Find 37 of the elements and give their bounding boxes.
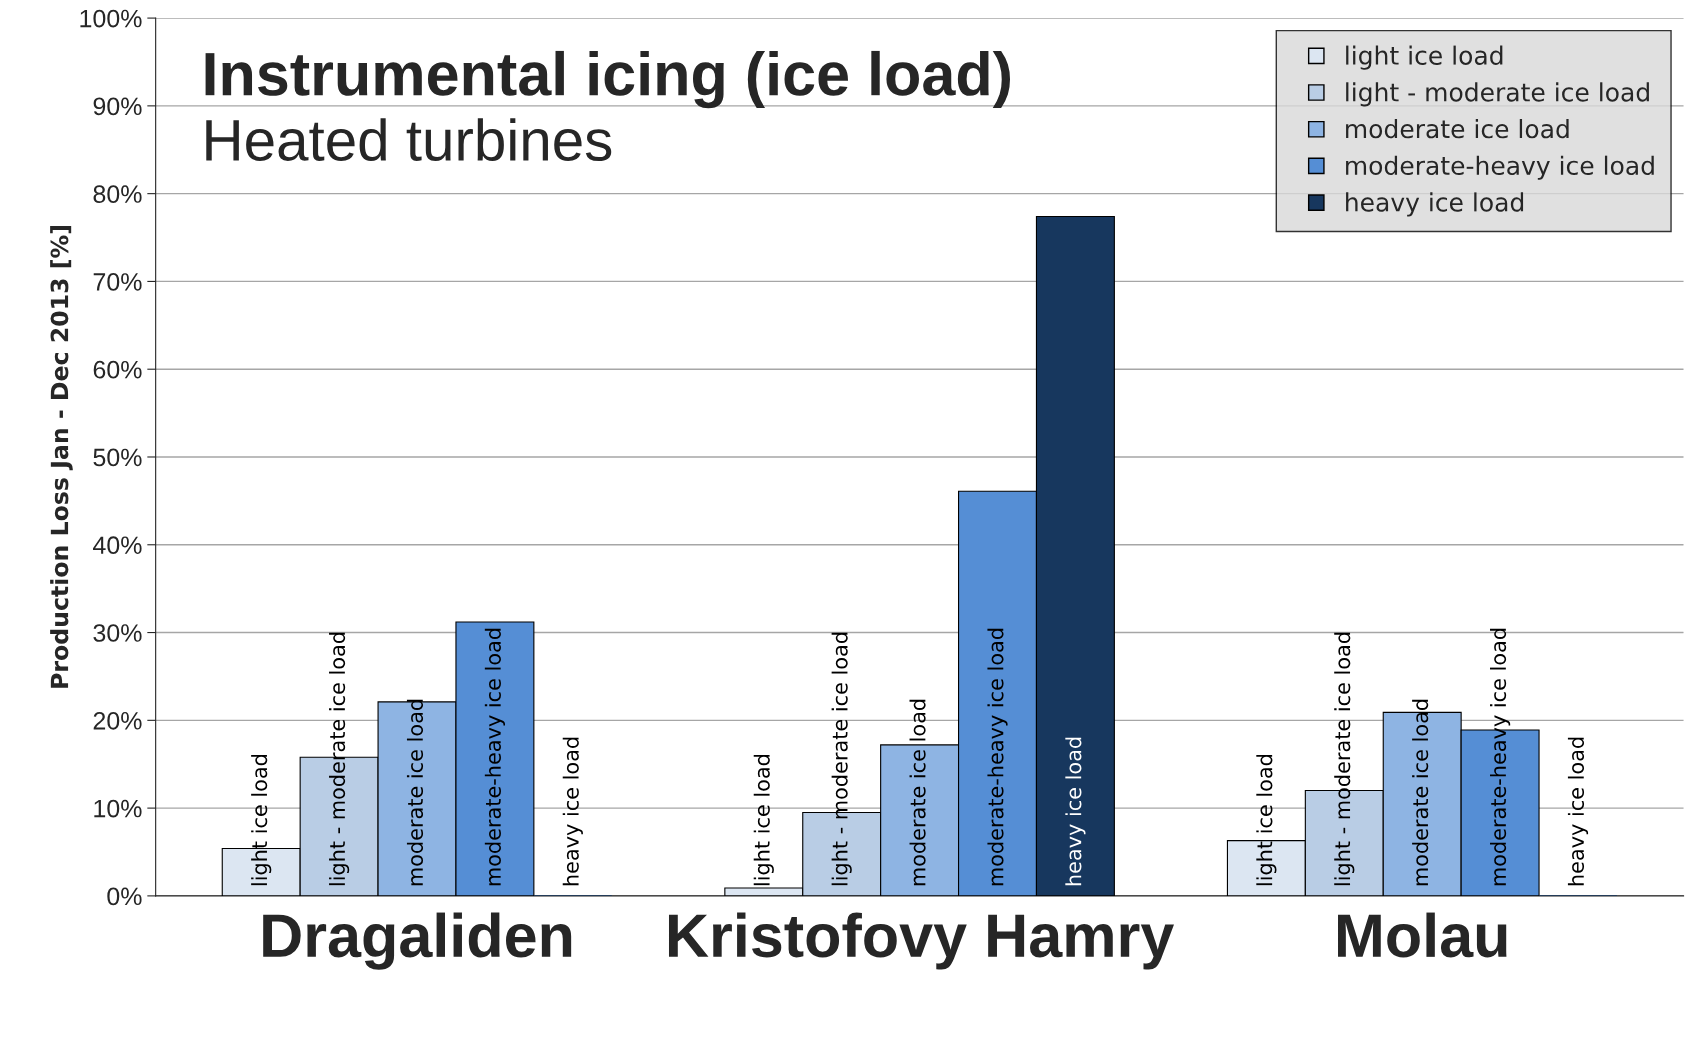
y-tick-label: 20% [93,711,142,730]
text: light ice load [1256,755,1277,886]
legend-label: light - moderate ice load [1346,82,1649,107]
y-tick-label: 0% [107,887,142,906]
text: heavy ice load [562,737,583,886]
x-tick-label: Dragaliden [263,912,572,970]
x-tick-label: Kristofovy Hamry [668,912,1174,970]
y-tick-label: 30% [93,624,142,642]
text: light - moderate ice load [329,632,350,886]
y-axis-title: Production Loss Jan - Dec 2013 [%] [50,226,73,688]
x-tick-label: Molau [1338,912,1507,958]
text: moderate-heavy ice load [484,628,505,886]
text: moderate ice load [909,699,926,886]
text: light ice load [251,755,272,886]
text: heavy ice load [1065,737,1086,886]
y-tick-label: 40% [93,536,142,555]
text: heavy ice load [1567,737,1589,886]
y-tick-label: 80% [93,185,142,203]
legend-label: heavy ice load [1346,192,1524,217]
text: moderate-heavy ice load [987,628,1008,886]
text: light - moderate ice load [1334,632,1355,886]
y-tick-label: 100% [80,9,142,28]
y-tick-label: 60% [93,360,142,379]
text: Instrumental icing (ice load) [205,50,1010,109]
text: moderate ice load [1412,699,1429,886]
y-tick-label: 90% [93,97,142,116]
legend-label: moderate-heavy ice load [1346,155,1654,180]
y-tick-label: 70% [93,273,142,291]
text: moderate-heavy ice load [1490,628,1511,886]
text: moderate ice load [406,699,424,886]
y-tick-label: 10% [94,799,142,818]
legend-label: moderate ice load [1346,118,1569,139]
y-tick-label: 50% [93,448,142,467]
legend-label: light ice load [1346,45,1503,70]
text: light ice load [753,755,774,886]
text: Heated turbines [206,118,612,162]
text: light - moderate ice load [831,632,852,886]
